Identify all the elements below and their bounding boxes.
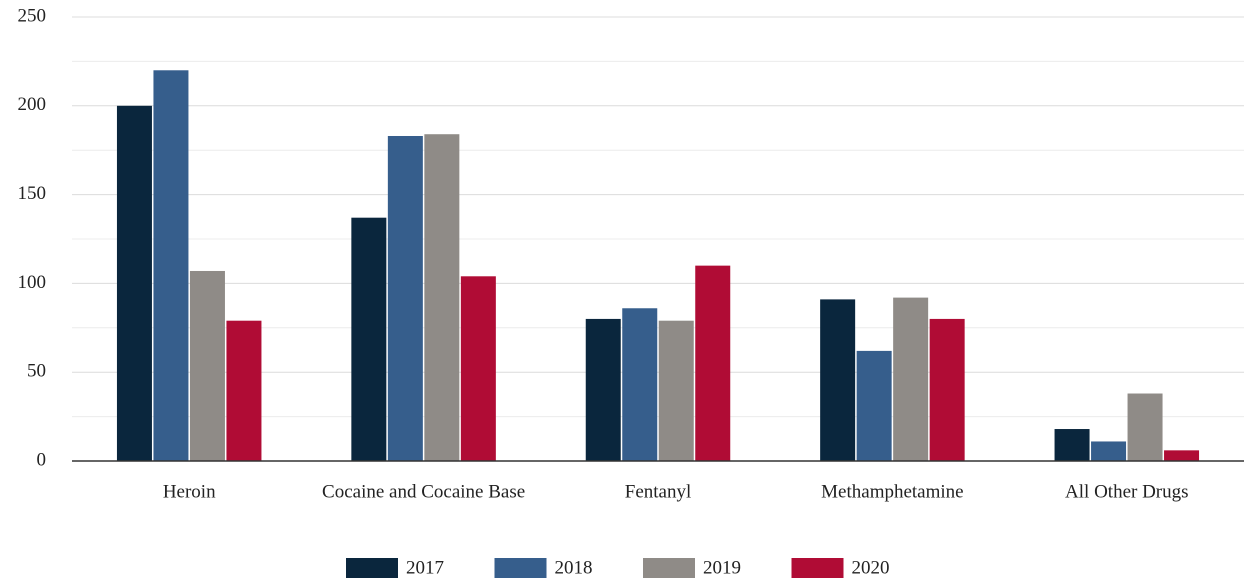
legend-label: 2017	[406, 557, 444, 578]
bar	[424, 134, 460, 461]
bar	[658, 320, 694, 461]
bar	[351, 217, 387, 461]
legend-swatch	[791, 558, 844, 578]
x-tick-label: Heroin	[163, 481, 216, 502]
bar	[1054, 429, 1090, 461]
bar	[856, 350, 892, 461]
bar	[153, 70, 189, 461]
bar	[622, 308, 658, 461]
y-tick-label: 250	[18, 5, 47, 26]
bar	[929, 318, 965, 461]
x-tick-label: Cocaine and Cocaine Base	[322, 481, 525, 502]
bar	[1127, 393, 1163, 461]
bar	[820, 299, 856, 461]
x-tick-label: All Other Drugs	[1065, 481, 1188, 502]
x-tick-label: Fentanyl	[625, 481, 692, 502]
bar	[189, 270, 225, 461]
bar	[387, 135, 423, 461]
legend-label: 2018	[555, 557, 593, 578]
y-tick-label: 200	[18, 94, 47, 115]
bar	[1164, 450, 1200, 461]
legend-swatch	[346, 558, 398, 578]
y-tick-label: 0	[37, 449, 47, 470]
y-tick-label: 150	[18, 183, 47, 204]
legend-label: 2019	[703, 557, 741, 578]
bar	[585, 318, 621, 461]
y-tick-label: 100	[18, 272, 47, 293]
legend-swatch	[494, 558, 547, 578]
y-tick-label: 50	[27, 361, 46, 382]
bar	[1091, 441, 1127, 461]
legend-label: 2020	[852, 557, 890, 578]
bar	[116, 105, 152, 462]
bar	[893, 297, 929, 461]
x-tick-label: Methamphetamine	[821, 481, 963, 502]
bar	[460, 276, 496, 461]
bar	[695, 265, 731, 461]
legend-swatch	[643, 558, 695, 578]
bar	[226, 320, 262, 461]
